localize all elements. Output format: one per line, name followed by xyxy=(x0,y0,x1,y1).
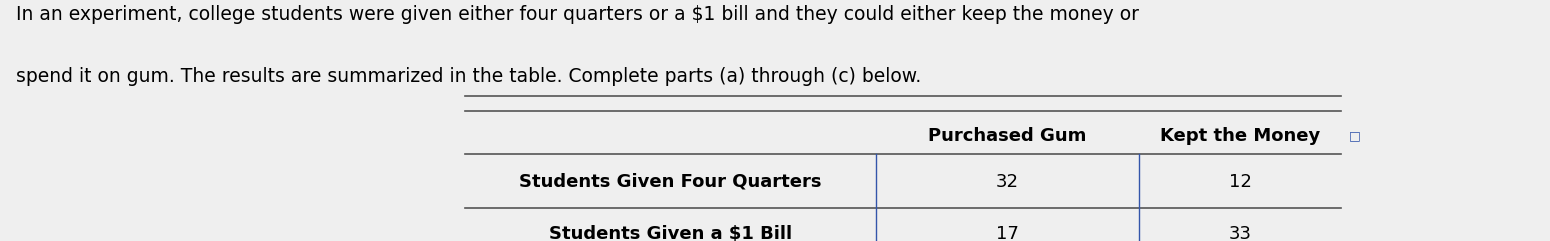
Text: 32: 32 xyxy=(997,173,1018,191)
Text: Kept the Money: Kept the Money xyxy=(1159,127,1321,145)
Text: Students Given a $1 Bill: Students Given a $1 Bill xyxy=(549,225,792,241)
Text: Purchased Gum: Purchased Gum xyxy=(928,127,1087,145)
Text: 12: 12 xyxy=(1229,173,1251,191)
Text: Students Given Four Quarters: Students Given Four Quarters xyxy=(519,173,822,191)
Text: spend it on gum. The results are summarized in the table. Complete parts (a) thr: spend it on gum. The results are summari… xyxy=(16,67,921,87)
Text: □: □ xyxy=(1348,130,1361,143)
Text: 33: 33 xyxy=(1229,225,1251,241)
Text: In an experiment, college students were given either four quarters or a $1 bill : In an experiment, college students were … xyxy=(16,5,1139,24)
Text: 17: 17 xyxy=(997,225,1018,241)
